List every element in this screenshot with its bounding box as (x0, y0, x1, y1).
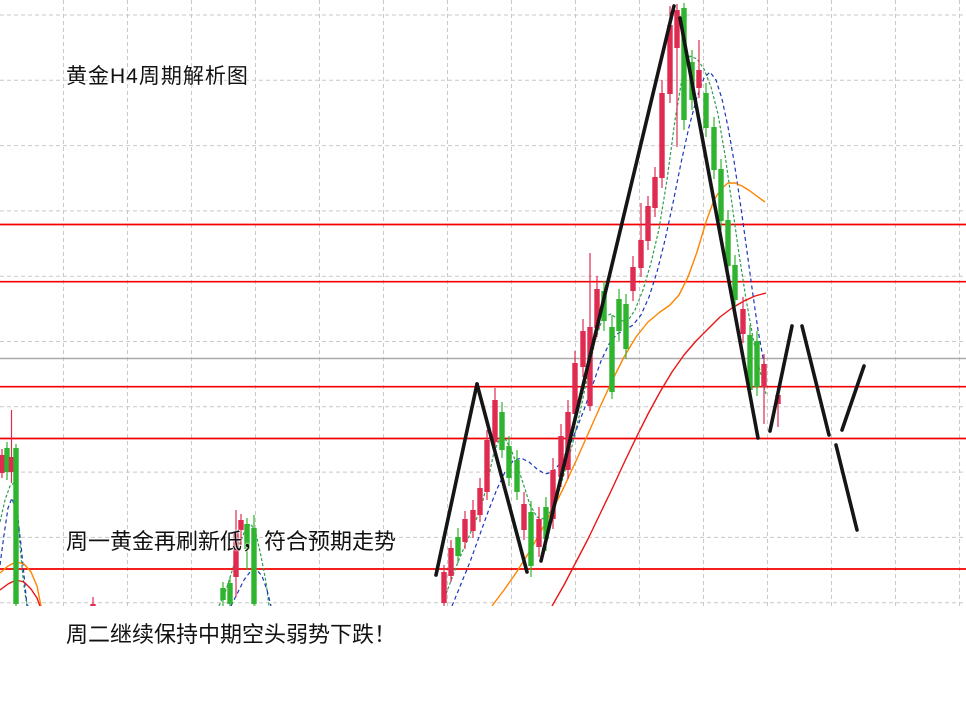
chart-canvas (0, 0, 966, 606)
chart-area: 黄金H4周期解析图 周一黄金再刷新低，符合预期走势 周二继续保持中期空头弱势下跌… (0, 0, 966, 647)
ma-fast-left (0, 482, 29, 606)
ma-red-left (0, 579, 41, 606)
ma-red-main (551, 292, 767, 606)
analysis-note: 周一黄金再刷新低，符合预期走势 周二继续保持中期空头弱势下跌！ (66, 464, 396, 712)
ma-fast-main (445, 55, 767, 595)
analysis-note-line2: 周二继续保持中期空头弱势下跌！ (66, 622, 397, 647)
analysis-note-line1: 周一黄金再刷新低，符合预期走势 (66, 529, 397, 554)
ma-orange-left (0, 561, 42, 606)
trendlines-layer (434, 4, 866, 577)
chart-title: 黄金H4周期解析图 (66, 65, 249, 88)
support-resistance-lines (0, 223, 966, 570)
ma-slow-main (451, 71, 767, 606)
candles-layer (0, 3, 781, 606)
grid-layer (0, 0, 966, 606)
